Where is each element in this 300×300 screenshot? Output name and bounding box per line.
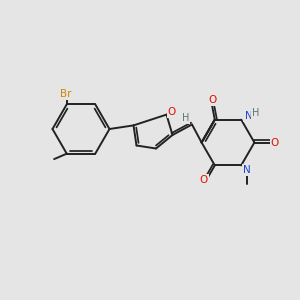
Text: N: N [244, 111, 252, 121]
Text: O: O [271, 137, 279, 148]
Text: N: N [243, 165, 250, 175]
Text: O: O [199, 175, 207, 185]
Text: O: O [168, 107, 176, 117]
Text: Br: Br [59, 89, 71, 99]
Text: H: H [182, 113, 189, 123]
Text: H: H [252, 108, 259, 118]
Text: O: O [208, 94, 217, 104]
